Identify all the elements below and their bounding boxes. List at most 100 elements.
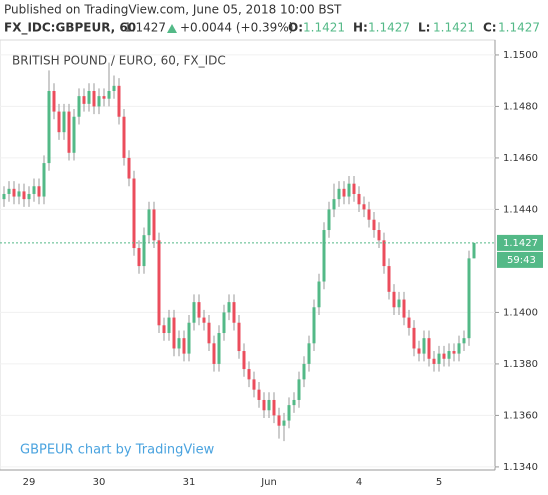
candle-body <box>142 235 146 267</box>
ohlc-label: C: <box>483 21 497 35</box>
last-price: 1.1427 <box>124 21 166 35</box>
ohlc-label: O: <box>288 21 303 35</box>
ohlc-label: H: <box>353 21 368 35</box>
candle-body <box>407 317 411 328</box>
ohlc-label: L: <box>418 21 430 35</box>
candle-body <box>232 302 236 323</box>
candle-body <box>452 351 456 354</box>
candle-body <box>107 90 111 99</box>
countdown-box <box>497 251 543 268</box>
candle-body <box>202 317 206 323</box>
symbol: FX_IDC:GBPEUR, 60 <box>4 21 136 36</box>
candle-body <box>192 302 196 323</box>
candle-body <box>127 157 131 179</box>
candle-body <box>247 369 251 380</box>
y-tick-label: 1.1360 <box>503 410 538 421</box>
candle-body <box>402 299 406 318</box>
candle-body <box>282 420 286 426</box>
candle-body <box>292 399 296 406</box>
candle-body <box>297 379 301 400</box>
candle-body <box>217 333 221 364</box>
candle-body <box>37 186 41 197</box>
candle-body <box>462 338 466 344</box>
candle-body <box>287 405 291 421</box>
candle-body <box>457 343 461 354</box>
candle-body <box>467 258 471 339</box>
published-note: Published on TradingView.com, June 05, 2… <box>4 3 342 17</box>
up-arrow <box>167 24 177 33</box>
candle-body <box>62 111 66 133</box>
candle-body <box>377 230 381 241</box>
y-tick-label: 1.1500 <box>503 50 538 61</box>
y-tick-label: 1.1400 <box>503 307 538 318</box>
candle-body <box>152 209 156 241</box>
candle-body <box>97 96 101 107</box>
candle-body <box>237 322 241 352</box>
candle-body <box>92 90 96 107</box>
candle-body <box>222 312 226 334</box>
candle-body <box>367 209 371 220</box>
candle-body <box>52 90 56 112</box>
candle-body <box>327 209 331 231</box>
candle-body <box>372 219 376 231</box>
ohlc-value: 1.1421 <box>433 21 475 35</box>
candle-body <box>342 188 346 197</box>
candle-body <box>177 338 181 349</box>
candle-body <box>272 399 276 416</box>
x-tick-label: 4 <box>356 477 362 488</box>
candle-body <box>317 281 321 308</box>
watermark: GBPEUR chart by TradingView <box>20 443 215 458</box>
candle-body <box>357 193 361 205</box>
candle-body <box>242 351 246 370</box>
candle-body <box>167 317 171 334</box>
candle-body <box>112 85 116 91</box>
candle-body <box>212 343 216 364</box>
candle-body <box>137 248 141 267</box>
candle-body <box>82 96 86 104</box>
price-label-box <box>497 234 543 251</box>
candle-body <box>422 338 426 354</box>
candle-body <box>87 90 91 104</box>
candle-body <box>397 299 401 308</box>
candle-body <box>67 111 71 153</box>
candle-body <box>437 353 441 364</box>
candle-body <box>387 266 391 292</box>
y-tick-label: 1.1380 <box>503 359 538 370</box>
price-label: 1.1427 <box>503 238 538 249</box>
candle-body <box>262 399 266 411</box>
ohlc-value: 1.1427 <box>368 21 410 35</box>
candle-body <box>392 291 396 308</box>
candle-body <box>382 240 386 267</box>
candle-body <box>307 343 311 364</box>
x-tick-label: 30 <box>93 477 106 488</box>
candle-body <box>172 317 176 349</box>
change: +0.0044 (+0.39%) <box>180 21 293 35</box>
candle-body <box>182 338 186 354</box>
ohlc-value: 1.1421 <box>303 21 345 35</box>
candle-body <box>77 96 81 117</box>
candle-body <box>147 209 151 236</box>
candle-body <box>302 363 306 380</box>
candle-body <box>122 116 126 158</box>
candle-body <box>7 188 11 194</box>
candle-body <box>252 379 256 390</box>
candle-body <box>162 325 166 334</box>
candle-body <box>227 302 231 313</box>
candle-body <box>42 163 46 197</box>
countdown: 59:43 <box>507 255 536 266</box>
x-tick-label: 31 <box>183 477 196 488</box>
candle-body <box>412 327 416 349</box>
y-tick-label: 1.1440 <box>503 204 538 215</box>
candle-body <box>332 199 336 210</box>
candle-body <box>32 186 36 194</box>
candle-body <box>337 188 341 200</box>
candle-body <box>347 183 351 197</box>
candle-body <box>267 399 271 411</box>
candle-body <box>257 389 261 400</box>
candle-body <box>102 96 106 99</box>
candle-body <box>432 358 436 364</box>
candle-body <box>472 242 476 259</box>
candle-body <box>197 302 201 318</box>
candle-body <box>417 348 421 354</box>
